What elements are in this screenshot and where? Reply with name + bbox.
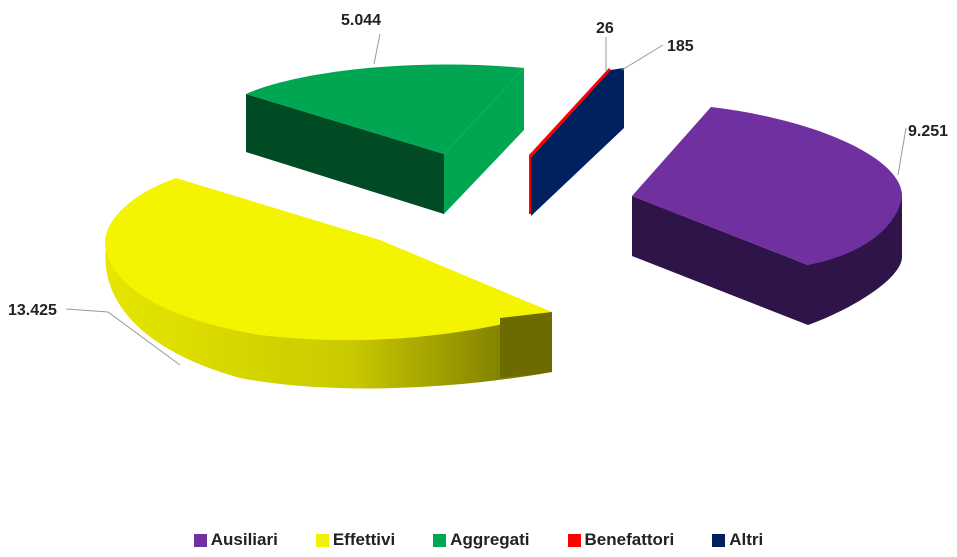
- legend-swatch-altri: [712, 533, 726, 547]
- slice-ausiliari-top: [632, 107, 903, 265]
- leader-line-effettivi: [65, 308, 181, 366]
- slice-aggregati-side-right: [444, 68, 524, 214]
- slice-effettivi-end: [500, 312, 552, 378]
- slice-aggregati-top: [246, 64, 524, 154]
- slice-effettivi-top: [104, 178, 552, 341]
- leader-line-ausiliari: [897, 127, 907, 176]
- legend-label-aggregati: Aggregati: [450, 530, 530, 549]
- slice-benefattori: [529, 68, 611, 214]
- data-label-aggregati: 5.044: [341, 12, 381, 29]
- leader-line-altri: [621, 44, 664, 71]
- data-label-benefattori: 26: [596, 20, 614, 37]
- legend-swatch-ausiliari: [193, 533, 207, 547]
- legend-swatch-effettivi: [315, 533, 329, 547]
- legend-item-aggregati: Aggregati: [433, 530, 530, 550]
- slice-altri: [531, 68, 624, 216]
- slice-aggregati: [246, 64, 524, 214]
- data-label-ausiliari: 9.251: [908, 123, 948, 140]
- legend-item-ausiliari: Ausiliari: [193, 530, 278, 550]
- legend-label-ausiliari: Ausiliari: [210, 530, 278, 549]
- legend: Ausiliari Effettivi Aggregati Benefattor…: [0, 530, 957, 550]
- leader-line-aggregati: [373, 33, 381, 65]
- legend-swatch-benefattori: [567, 533, 581, 547]
- slice-ausiliari-side: [632, 196, 902, 325]
- legend-label-effettivi: Effettivi: [332, 530, 396, 549]
- slice-effettivi: [104, 178, 552, 389]
- legend-item-altri: Altri: [712, 530, 763, 550]
- data-label-altri: 185: [667, 38, 694, 55]
- slice-aggregati-side-left: [246, 94, 444, 214]
- slice-altri-front: [531, 68, 624, 216]
- legend-label-benefattori: Benefattori: [584, 530, 675, 549]
- legend-item-benefattori: Benefattori: [567, 530, 675, 550]
- leader-lines: [65, 33, 907, 366]
- legend-label-altri: Altri: [729, 530, 764, 549]
- legend-item-effettivi: Effettivi: [315, 530, 396, 550]
- slice-ausiliari: [632, 107, 903, 325]
- slice-benefattori-shape: [529, 68, 611, 214]
- data-label-effettivi: 13.425: [8, 302, 57, 319]
- legend-swatch-aggregati: [433, 533, 447, 547]
